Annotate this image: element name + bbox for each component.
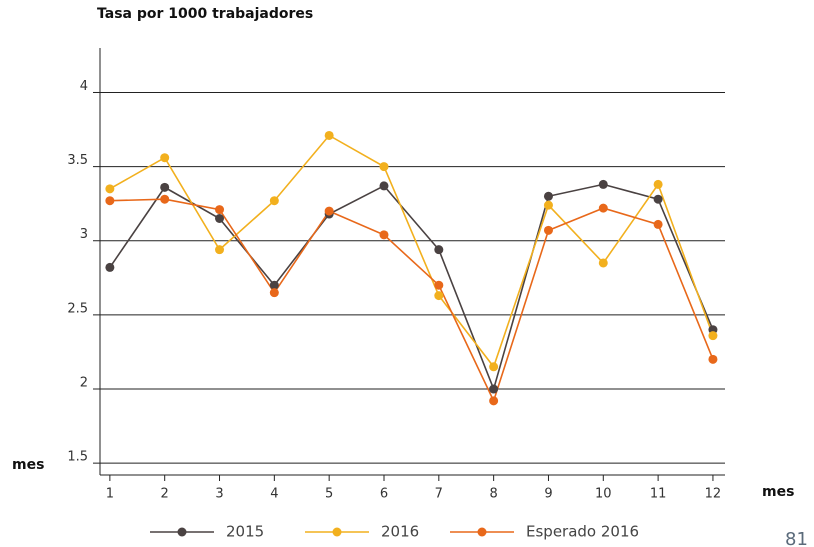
data-point bbox=[215, 205, 225, 215]
data-point bbox=[434, 245, 444, 255]
data-point bbox=[160, 194, 170, 204]
data-point bbox=[598, 179, 608, 189]
data-point bbox=[708, 354, 718, 364]
data-point bbox=[269, 288, 279, 298]
data-point bbox=[543, 200, 553, 210]
data-point bbox=[160, 182, 170, 192]
x-tick-label: 10 bbox=[595, 487, 612, 502]
data-point bbox=[708, 331, 718, 341]
data-point bbox=[434, 291, 444, 301]
data-point bbox=[598, 258, 608, 268]
x-tick-label: 12 bbox=[705, 487, 722, 502]
legend-label: Esperado 2016 bbox=[526, 523, 639, 541]
data-point bbox=[379, 162, 389, 172]
x-tick-label: 6 bbox=[380, 487, 388, 502]
y-axis-label: mes bbox=[12, 457, 44, 473]
legend-marker bbox=[332, 527, 342, 537]
data-point bbox=[215, 214, 225, 224]
legend-marker bbox=[177, 527, 187, 537]
x-tick-label: 3 bbox=[215, 487, 223, 502]
y-tick-label: 1.5 bbox=[67, 450, 88, 465]
x-axis-label: mes bbox=[762, 484, 794, 500]
x-tick-label: 2 bbox=[161, 487, 169, 502]
data-point bbox=[598, 203, 608, 213]
data-point bbox=[489, 362, 499, 372]
chart-title: Tasa por 1000 trabajadores bbox=[97, 6, 313, 22]
data-point bbox=[324, 130, 334, 140]
data-point bbox=[489, 384, 499, 394]
series-line bbox=[109, 134, 714, 369]
data-point bbox=[653, 194, 663, 204]
legend-label: 2016 bbox=[381, 523, 419, 541]
y-tick-label: 2 bbox=[80, 376, 88, 391]
x-tick-label: 11 bbox=[650, 487, 667, 502]
data-point bbox=[269, 196, 279, 206]
y-tick-label: 3 bbox=[80, 227, 88, 242]
data-point bbox=[434, 280, 444, 290]
series-line bbox=[109, 198, 714, 404]
data-point bbox=[653, 179, 663, 189]
series-line bbox=[109, 183, 714, 392]
data-point bbox=[653, 219, 663, 229]
data-point bbox=[379, 181, 389, 191]
x-tick-label: 9 bbox=[544, 487, 552, 502]
data-point bbox=[105, 196, 115, 206]
x-tick-label: 4 bbox=[270, 487, 278, 502]
data-point bbox=[379, 230, 389, 240]
x-tick-label: 5 bbox=[325, 487, 333, 502]
data-point bbox=[105, 184, 115, 194]
y-tick-label: 3.5 bbox=[67, 153, 88, 168]
page-number: 81 bbox=[785, 529, 808, 547]
x-tick-label: 8 bbox=[489, 487, 497, 502]
data-point bbox=[543, 191, 553, 201]
data-point bbox=[543, 225, 553, 235]
x-tick-label: 1 bbox=[106, 487, 114, 502]
y-tick-label: 2.5 bbox=[67, 301, 88, 316]
data-point bbox=[324, 206, 334, 216]
legend-label: 2015 bbox=[226, 523, 264, 541]
data-point bbox=[215, 245, 225, 255]
y-tick-label: 4 bbox=[80, 79, 88, 94]
data-point bbox=[160, 153, 170, 163]
data-point bbox=[105, 262, 115, 272]
legend-marker bbox=[477, 527, 487, 537]
x-tick-label: 7 bbox=[435, 487, 443, 502]
data-point bbox=[489, 396, 499, 406]
data-point bbox=[269, 280, 279, 290]
